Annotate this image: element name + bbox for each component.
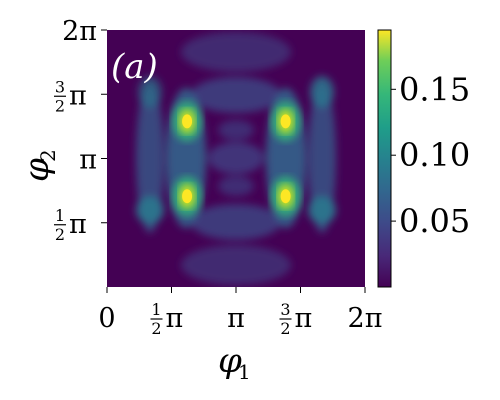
heatmap-region [181, 32, 291, 72]
y-tick-label-numerator: 3 [55, 77, 65, 96]
y-tick-label-denominator: 2 [55, 225, 65, 244]
heatmap-peak-center [182, 189, 193, 204]
heatmap-plot: (a) [107, 30, 365, 287]
heatmap-region [310, 76, 334, 108]
y-axis-label-subscript: 2 [36, 149, 60, 162]
y-tick-label-denominator: 2 [55, 96, 65, 115]
y-axis-label-symbol: φ [17, 158, 57, 182]
x-tick-label: 0 [98, 303, 115, 334]
x-tick-label-numerator: 1 [151, 300, 161, 319]
y-tick-label: 12 π [54, 206, 87, 244]
x-tick-label-pi: π [166, 303, 184, 334]
y-tick-label-pi: π [69, 80, 87, 111]
y-tick-label: π [79, 145, 97, 176]
colorbar-tick-label: 0.05 [399, 202, 470, 240]
x-tick-label: 32 π [279, 300, 313, 338]
x-axis-label-subscript: 1 [238, 360, 251, 384]
x-tick-label-text: π [227, 303, 245, 334]
x-tick-label: π [227, 303, 245, 334]
panel-label: (a) [111, 47, 158, 87]
heatmap-region [218, 120, 254, 140]
x-tick-label-denominator: 2 [151, 319, 161, 338]
x-tick-label-text: 0 [98, 303, 115, 334]
y-tick-label: 2π [62, 16, 97, 47]
heatmap-region [218, 176, 254, 196]
heatmap-region [308, 83, 336, 233]
y-tick-label-numerator: 1 [55, 206, 65, 225]
heatmap-region [208, 142, 264, 174]
colorbar: 0.05 0.10 0.15 [377, 29, 470, 288]
colorbar-tick-label: 0.15 [399, 70, 470, 108]
x-tick-label: 2π [348, 303, 383, 334]
x-tick-label: 12 π [150, 300, 184, 338]
y-axis-label: φ 2 [17, 149, 60, 182]
heatmap-peak-center [182, 114, 193, 129]
y-tick-label-text: 2π [62, 16, 97, 47]
heatmap-region [138, 76, 162, 108]
heatmap-peak-center [280, 189, 291, 204]
heatmap-region [181, 245, 291, 285]
y-tick-label-text: π [79, 145, 97, 176]
y-tick-label: 32 π [54, 77, 87, 115]
colorbar-frame [377, 29, 392, 288]
heatmap-region [136, 83, 164, 233]
heatmap-region [191, 204, 281, 240]
heatmap-region [191, 77, 281, 113]
heatmap-peak-center [280, 114, 291, 129]
y-tick-label-pi: π [69, 209, 87, 240]
x-axis: 0 12 π π 32 π 2π [98, 287, 382, 338]
heatmap-peak [270, 176, 301, 217]
heatmap-peak [172, 101, 203, 142]
colorbar-gradient [378, 30, 391, 287]
x-axis-label-symbol: φ [218, 341, 242, 381]
x-tick-label-denominator: 2 [280, 319, 290, 338]
colorbar-tick-label: 0.10 [399, 136, 470, 174]
heatmap-region [308, 196, 336, 224]
x-tick-label-pi: π [295, 303, 313, 334]
heatmap-peak [172, 176, 203, 217]
heatmap-region [136, 196, 164, 224]
x-tick-label-numerator: 3 [280, 300, 290, 319]
x-axis-label: φ 1 [218, 341, 251, 384]
x-tick-label-text: 2π [348, 303, 383, 334]
heatmap-peak [270, 101, 301, 142]
